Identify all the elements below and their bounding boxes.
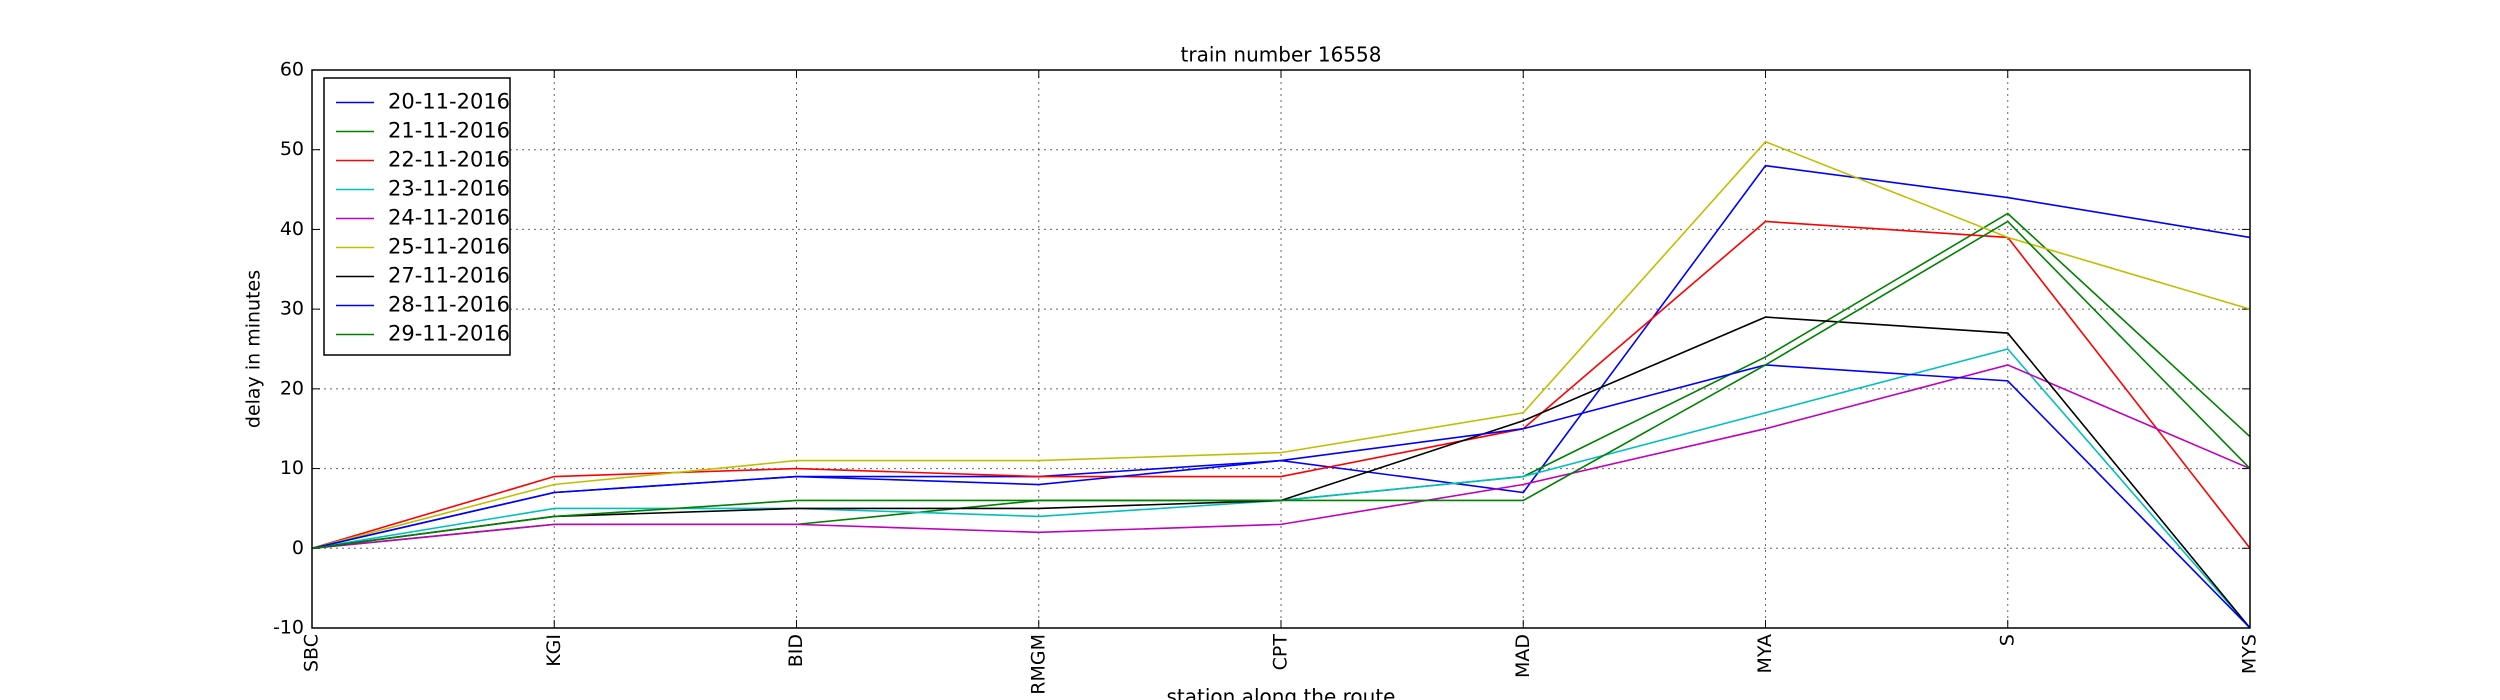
legend-label: 22-11-2016 <box>388 148 510 172</box>
x-tick-label: S <box>1996 634 2018 646</box>
legend-label: 27-11-2016 <box>388 264 510 288</box>
series-line <box>311 364 2251 629</box>
y-tick-label: 0 <box>292 537 304 559</box>
legend-label: 25-11-2016 <box>388 235 510 259</box>
plot-frame <box>311 69 2251 629</box>
x-axis-label: station along the route <box>1167 685 1396 700</box>
y-tick-label: 40 <box>280 218 304 240</box>
y-tick-label: -10 <box>273 617 304 639</box>
legend-label: 28-11-2016 <box>388 293 510 317</box>
legend-label: 21-11-2016 <box>388 119 510 143</box>
legend-label: 20-11-2016 <box>388 90 510 114</box>
chart-title: train number 16558 <box>1181 43 1382 67</box>
x-tick-label: CPT <box>1270 634 1292 671</box>
legend-label: 24-11-2016 <box>388 206 510 230</box>
series-line <box>311 220 2251 550</box>
x-tick-label: SBC <box>301 634 323 672</box>
x-tick-label: MYS <box>2239 634 2261 674</box>
y-axis-label: delay in minutes <box>243 270 265 428</box>
x-tick-label: RMGM <box>1027 634 1049 695</box>
y-tick-label: 50 <box>280 138 304 160</box>
legend-label: 23-11-2016 <box>388 177 510 201</box>
legend-box <box>323 77 511 356</box>
series-line <box>311 220 2251 550</box>
x-tick-label: MYA <box>1754 634 1776 674</box>
y-tick-label: 20 <box>280 377 304 399</box>
y-tick-label: 10 <box>280 457 304 479</box>
series-line <box>311 140 2251 550</box>
y-tick-label: 60 <box>280 59 304 81</box>
x-tick-label: BID <box>785 634 807 667</box>
y-tick-label: 30 <box>280 298 304 320</box>
x-tick-label: KGI <box>543 634 565 667</box>
series-line <box>311 364 2251 550</box>
x-tick-label: MAD <box>1512 634 1534 678</box>
legend-label: 29-11-2016 <box>388 322 510 346</box>
